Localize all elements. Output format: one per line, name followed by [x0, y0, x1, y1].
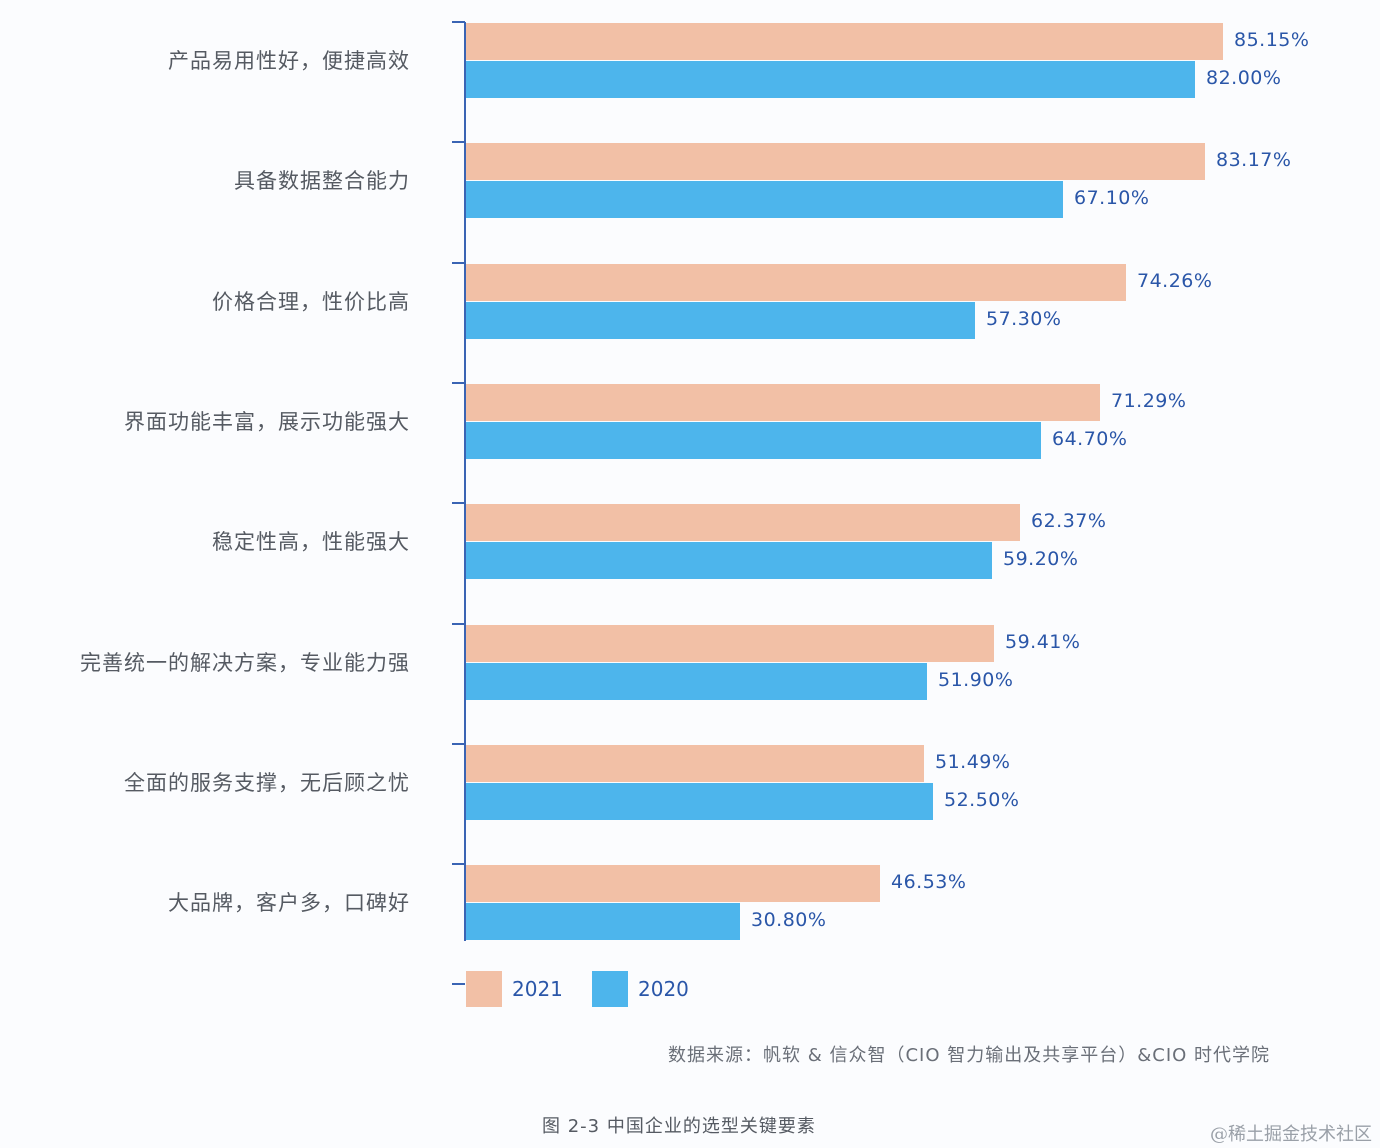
- category-label: 大品牌，客户多，口碑好: [168, 891, 410, 915]
- value-label-2020: 57.30%: [986, 308, 1062, 330]
- value-label-2021: 51.49%: [935, 751, 1011, 773]
- bar-2020: [466, 302, 975, 339]
- value-label-2021: 46.53%: [891, 871, 967, 893]
- value-label-2020: 82.00%: [1206, 67, 1282, 89]
- axis-tick: [452, 382, 465, 384]
- bar-2021: [466, 143, 1205, 180]
- bar-2021: [466, 745, 924, 782]
- axis-tick: [452, 983, 465, 985]
- legend-swatch-2021: [466, 971, 502, 1007]
- value-label-2021: 85.15%: [1234, 29, 1310, 51]
- bar-2020: [466, 663, 927, 700]
- legend-label-2020: 2020: [638, 977, 689, 1001]
- bar-2020: [466, 903, 740, 940]
- axis-tick: [452, 502, 465, 504]
- category-label: 完善统一的解决方案，专业能力强: [80, 651, 410, 675]
- bar-2020: [466, 542, 992, 579]
- legend-swatch-2020: [592, 971, 628, 1007]
- value-label-2020: 30.80%: [751, 909, 827, 931]
- axis-tick: [452, 863, 465, 865]
- bar-2020: [466, 783, 933, 820]
- data-source-note: 数据来源：帆软 & 信众智（CIO 智力输出及共享平台）&CIO 时代学院: [668, 1045, 1271, 1066]
- bar-2020: [466, 181, 1063, 218]
- category-label: 界面功能丰富，展示功能强大: [124, 410, 410, 434]
- axis-tick: [452, 623, 465, 625]
- value-label-2020: 51.90%: [938, 669, 1014, 691]
- bar-2021: [466, 23, 1223, 60]
- value-label-2020: 67.10%: [1074, 187, 1150, 209]
- category-label: 全面的服务支撑，无后顾之忧: [124, 771, 410, 795]
- category-label: 价格合理，性价比高: [212, 290, 410, 314]
- value-label-2020: 59.20%: [1003, 548, 1079, 570]
- category-label: 产品易用性好，便捷高效: [168, 49, 410, 73]
- axis-tick: [452, 743, 465, 745]
- watermark: @稀土掘金技术社区: [1210, 1124, 1372, 1145]
- value-label-2021: 71.29%: [1111, 390, 1187, 412]
- value-label-2021: 83.17%: [1216, 149, 1292, 171]
- axis-tick: [452, 21, 465, 23]
- bar-2020: [466, 422, 1041, 459]
- value-label-2021: 74.26%: [1137, 270, 1213, 292]
- value-label-2020: 64.70%: [1052, 428, 1128, 450]
- value-label-2021: 62.37%: [1031, 510, 1107, 532]
- category-label: 具备数据整合能力: [234, 169, 410, 193]
- figure-caption: 图 2-3 中国企业的选型关键要素: [542, 1116, 816, 1137]
- bar-2021: [466, 865, 880, 902]
- bar-2020: [466, 61, 1195, 98]
- legend-label-2021: 2021: [512, 977, 563, 1001]
- value-label-2021: 59.41%: [1005, 631, 1081, 653]
- bar-2021: [466, 504, 1020, 541]
- y-axis-line: [464, 22, 466, 941]
- value-label-2020: 52.50%: [944, 789, 1020, 811]
- bar-2021: [466, 264, 1126, 301]
- axis-tick: [452, 262, 465, 264]
- bar-2021: [466, 625, 994, 662]
- bar-2021: [466, 384, 1100, 421]
- category-label: 稳定性高，性能强大: [212, 530, 410, 554]
- axis-tick: [452, 141, 465, 143]
